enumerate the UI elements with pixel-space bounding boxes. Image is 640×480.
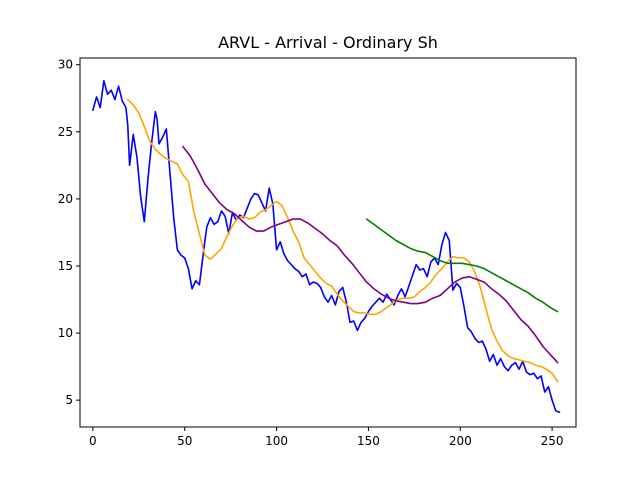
x-tick-label: 200 [449,434,472,448]
x-axis: 0 50 100 150 200 250 [89,427,564,448]
axes-frame [79,57,577,428]
series-line-3 [182,145,559,364]
x-tick-label: 0 [89,434,97,448]
y-tick-label: 5 [65,393,73,407]
y-tick-label: 15 [58,259,73,273]
series-layer [92,80,561,414]
x-tick-label: 100 [265,434,288,448]
series-line-1 [92,80,561,414]
y-tick-label: 25 [58,125,73,139]
series-line-2 [126,98,559,383]
y-tick-label: 20 [58,192,73,206]
y-axis: 5 10 15 20 25 30 [58,58,80,407]
x-tick-label: 50 [177,434,192,448]
chart-title: ARVL - Arrival - Ordinary Sh [218,33,438,52]
y-tick-label: 10 [58,326,73,340]
series-line-4 [365,218,559,313]
x-tick-label: 250 [541,434,564,448]
y-tick-label: 30 [58,58,73,72]
x-tick-label: 150 [357,434,380,448]
